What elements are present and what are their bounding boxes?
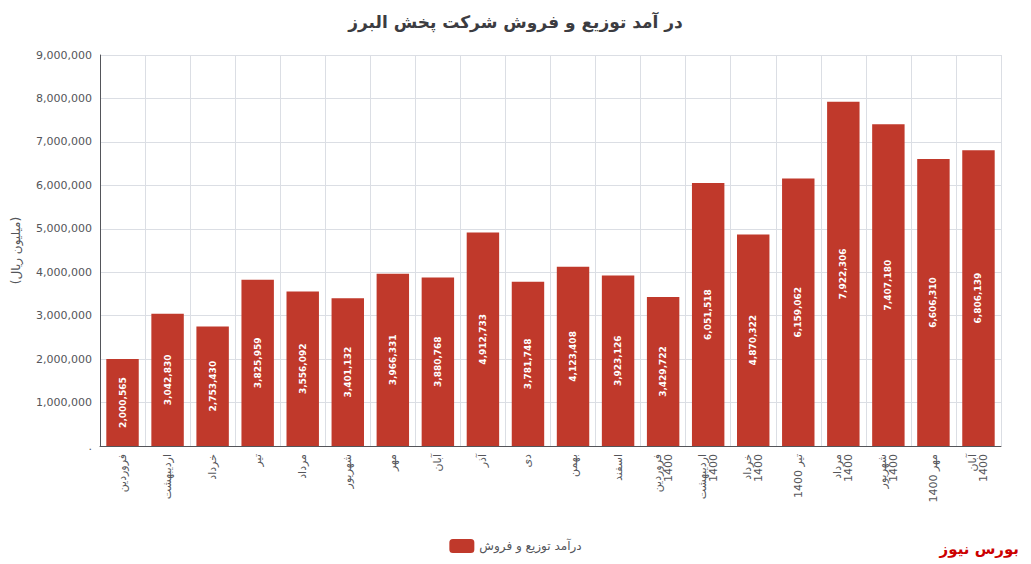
svg-text:3,429,722: 3,429,722 bbox=[658, 346, 668, 397]
svg-text:2,753,430: 2,753,430 bbox=[208, 361, 218, 412]
svg-text:3,042,830: 3,042,830 bbox=[163, 355, 173, 406]
svg-text:آبان: آبان bbox=[966, 454, 980, 472]
svg-text:3,923,126: 3,923,126 bbox=[613, 335, 623, 386]
svg-text:6,051,518: 6,051,518 bbox=[703, 289, 713, 340]
svg-text:9,000,000: 9,000,000 bbox=[36, 49, 92, 62]
svg-text:درآمد توزیع و فروش: درآمد توزیع و فروش bbox=[479, 538, 581, 554]
svg-text:2,000,565: 2,000,565 bbox=[118, 377, 128, 428]
svg-text:تیر: تیر bbox=[251, 454, 264, 467]
svg-text:3,781,748: 3,781,748 bbox=[523, 339, 533, 390]
svg-text:1400: 1400 bbox=[662, 454, 675, 482]
svg-text:.: . bbox=[89, 440, 93, 453]
svg-text:4,870,322: 4,870,322 bbox=[748, 315, 758, 366]
svg-text:5,000,000: 5,000,000 bbox=[36, 222, 92, 235]
svg-text:مرداد: مرداد bbox=[296, 454, 309, 479]
svg-text:2,000,000: 2,000,000 bbox=[36, 353, 92, 366]
svg-text:اسفند: اسفند bbox=[612, 454, 625, 481]
svg-text:بورس نیوز: بورس نیوز bbox=[939, 540, 1019, 558]
svg-text:6,000,000: 6,000,000 bbox=[36, 179, 92, 192]
svg-text:(میلیون ریال): (میلیون ریال) bbox=[9, 217, 24, 284]
svg-text:شهریور: شهریور bbox=[341, 454, 354, 489]
svg-text:در آمد توزیع و فروش شرکت پخش ا: در آمد توزیع و فروش شرکت پخش البرز bbox=[347, 11, 683, 33]
svg-text:6,159,062: 6,159,062 bbox=[793, 287, 803, 338]
svg-text:1400: 1400 bbox=[707, 454, 720, 482]
svg-text:آبان: آبان bbox=[430, 453, 444, 471]
svg-text:فروردین: فروردین bbox=[116, 454, 129, 492]
svg-text:3,966,331: 3,966,331 bbox=[388, 334, 398, 385]
svg-text:1400: 1400 bbox=[842, 454, 855, 482]
svg-text:شهریور: شهریور bbox=[876, 454, 890, 489]
svg-text:6,806,139: 6,806,139 bbox=[973, 273, 983, 324]
svg-text:خرداد: خرداد bbox=[741, 454, 755, 480]
svg-text:تیر 1400: تیر 1400 bbox=[792, 454, 805, 498]
svg-text:8,000,000: 8,000,000 bbox=[36, 92, 92, 105]
svg-text:7,922,306: 7,922,306 bbox=[838, 249, 848, 300]
svg-text:4,123,408: 4,123,408 bbox=[568, 331, 578, 382]
svg-text:7,407,180: 7,407,180 bbox=[883, 260, 893, 311]
svg-text:7,000,000: 7,000,000 bbox=[36, 135, 92, 148]
svg-text:فروردین: فروردین bbox=[651, 454, 665, 493]
svg-text:اردیبهشت: اردیبهشت bbox=[696, 454, 710, 500]
svg-text:دی: دی bbox=[521, 454, 534, 468]
svg-text:بهمن: بهمن bbox=[567, 454, 580, 477]
svg-text:مهر: مهر bbox=[386, 454, 399, 472]
svg-text:1400: 1400 bbox=[887, 454, 900, 482]
svg-text:مرداد: مرداد bbox=[831, 454, 845, 479]
svg-text:اردیبهشت: اردیبهشت bbox=[161, 454, 174, 499]
svg-text:4,912,733: 4,912,733 bbox=[478, 314, 488, 365]
svg-text:خرداد: خرداد bbox=[206, 454, 219, 480]
svg-text:مهر 1400: مهر 1400 bbox=[927, 454, 940, 503]
svg-text:6,606,310: 6,606,310 bbox=[928, 277, 938, 328]
svg-text:1,000,000: 1,000,000 bbox=[36, 396, 92, 409]
svg-text:آذر: آذر bbox=[475, 453, 489, 468]
svg-text:4,000,000: 4,000,000 bbox=[36, 266, 92, 279]
svg-text:3,556,092: 3,556,092 bbox=[298, 343, 308, 394]
svg-text:3,401,132: 3,401,132 bbox=[343, 347, 353, 398]
svg-text:1400: 1400 bbox=[977, 454, 990, 482]
svg-text:3,825,959: 3,825,959 bbox=[253, 338, 263, 389]
svg-text:3,000,000: 3,000,000 bbox=[36, 309, 92, 322]
svg-text:1400: 1400 bbox=[752, 454, 765, 482]
svg-text:3,880,768: 3,880,768 bbox=[433, 336, 443, 387]
